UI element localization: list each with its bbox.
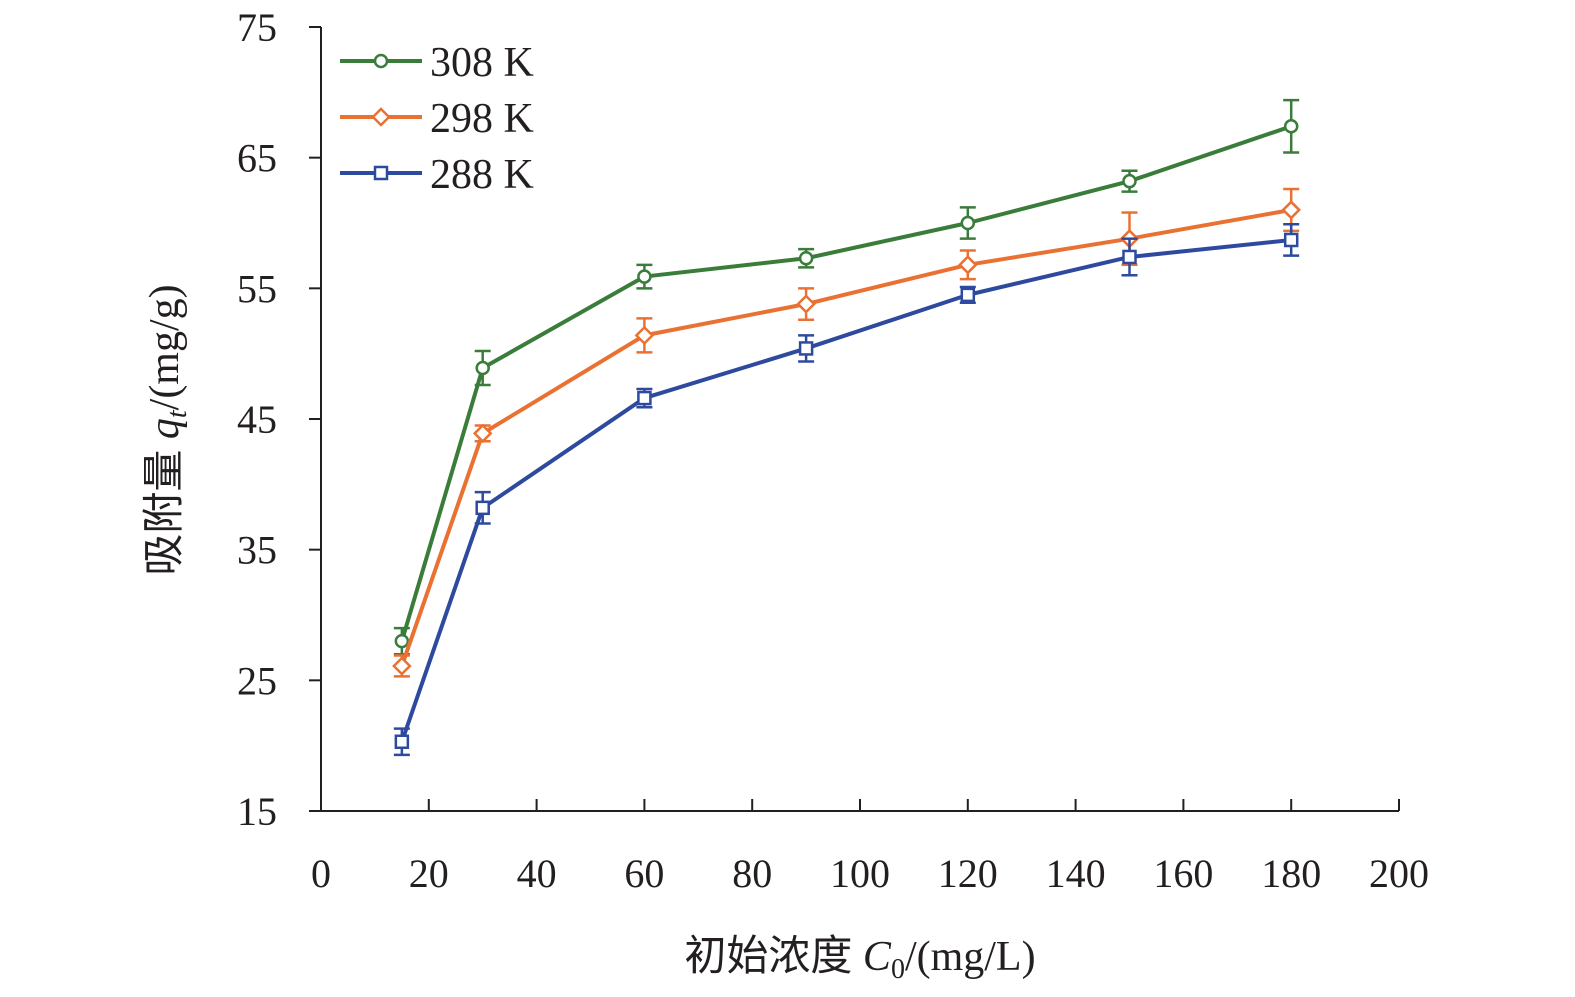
x-tick-label: 200	[1369, 851, 1429, 896]
x-tick-label: 20	[409, 851, 449, 896]
data-point	[798, 251, 814, 266]
data-point	[960, 215, 976, 231]
data-point	[958, 255, 978, 275]
series-line	[399, 237, 1292, 743]
legend-marker	[371, 107, 391, 127]
y-tick-label: 45	[237, 397, 277, 442]
data-point	[796, 294, 816, 314]
data-point	[475, 360, 490, 376]
legend-label: 298 K	[430, 96, 534, 142]
series-line	[399, 207, 1292, 667]
x-ticks: 0 20 40 60 80 100 120 140 160 180 200	[311, 799, 1429, 896]
x-tick-label: 40	[517, 851, 557, 896]
data-point	[1281, 200, 1301, 220]
x-tick-label: 80	[732, 851, 772, 896]
legend-marker	[373, 53, 389, 69]
series-298k	[392, 187, 1301, 678]
legend: 308 K 298 K 288 K	[340, 40, 534, 198]
y-tick-label: 25	[237, 658, 277, 703]
y-tick-label: 35	[237, 528, 277, 573]
legend-marker	[373, 165, 389, 181]
plot-area	[392, 98, 1301, 757]
legend-item: 298 K	[340, 96, 534, 142]
data-point	[960, 287, 976, 303]
x-tick-label: 60	[624, 851, 664, 896]
data-point	[637, 390, 652, 406]
x-tick-label: 0	[311, 851, 331, 896]
data-point	[475, 500, 490, 516]
y-tick-label: 55	[237, 266, 277, 311]
x-tick-label: 120	[938, 851, 998, 896]
y-axis-title: 吸附量 qt/(mg/g)	[142, 284, 193, 575]
data-point	[1122, 249, 1137, 265]
legend-label: 308 K	[430, 40, 534, 86]
data-point	[394, 734, 410, 749]
y-ticks: 15 25 35 45 55 65 75	[237, 5, 321, 834]
x-tick-label: 160	[1153, 851, 1213, 896]
y-tick-label: 75	[237, 5, 277, 50]
x-axis-title: 初始浓度 C0/(mg/L)	[684, 934, 1035, 985]
x-tick-label: 180	[1261, 851, 1321, 896]
y-tick-label: 65	[237, 136, 277, 181]
legend-item: 288 K	[340, 152, 534, 198]
data-point	[1283, 232, 1299, 248]
data-point	[637, 269, 652, 284]
legend-label: 288 K	[430, 152, 534, 198]
data-point	[798, 341, 814, 356]
data-point	[1122, 173, 1137, 189]
y-tick-label: 15	[237, 789, 277, 834]
data-point	[392, 656, 412, 676]
data-point	[1283, 119, 1299, 134]
series-288k	[393, 223, 1300, 757]
x-tick-label: 100	[830, 851, 890, 896]
series-line	[399, 124, 1292, 642]
x-tick-label: 140	[1046, 851, 1106, 896]
data-point	[634, 325, 655, 346]
data-point	[472, 423, 493, 444]
legend-item: 308 K	[340, 40, 534, 86]
data-point	[394, 633, 410, 649]
